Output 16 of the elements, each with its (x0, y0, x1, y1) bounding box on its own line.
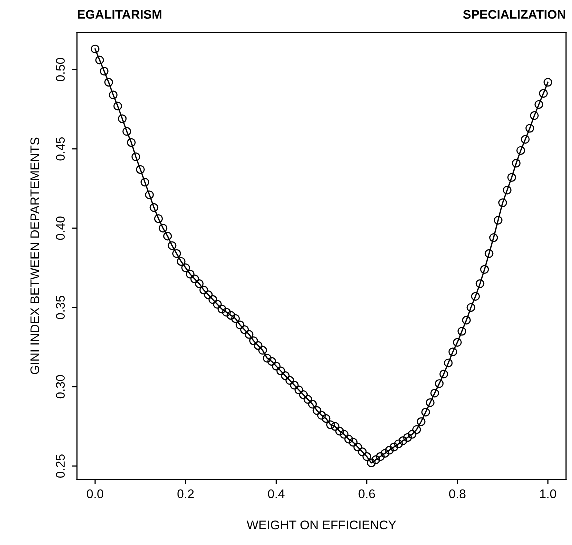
y-tick-label: 0.50 (56, 58, 66, 82)
y-tick-label: 0.40 (56, 216, 66, 240)
x-tick-label: 0.6 (358, 490, 376, 499)
y-tick-label: 0.45 (56, 137, 66, 161)
y-tick-label: 0.25 (56, 454, 66, 478)
y-tick-label: 0.30 (56, 375, 66, 399)
text: EGALITARISM (78, 10, 162, 20)
x-tick-label: 0.8 (449, 490, 466, 499)
x-tick-label: 1.0 (540, 490, 556, 499)
text: SPECIALIZATION (463, 10, 566, 20)
x-tick-label: 0.4 (268, 490, 285, 499)
y-tick-label: 0.35 (56, 296, 66, 320)
x-tick-label: 0.2 (178, 490, 194, 499)
x-axis-title: WEIGHT ON EFFICIENCY (246, 520, 396, 530)
y-axis-title: GINI INDEX BETWEEN DEPARTEMENTS (30, 138, 40, 374)
x-tick-label: 0.0 (87, 490, 104, 499)
